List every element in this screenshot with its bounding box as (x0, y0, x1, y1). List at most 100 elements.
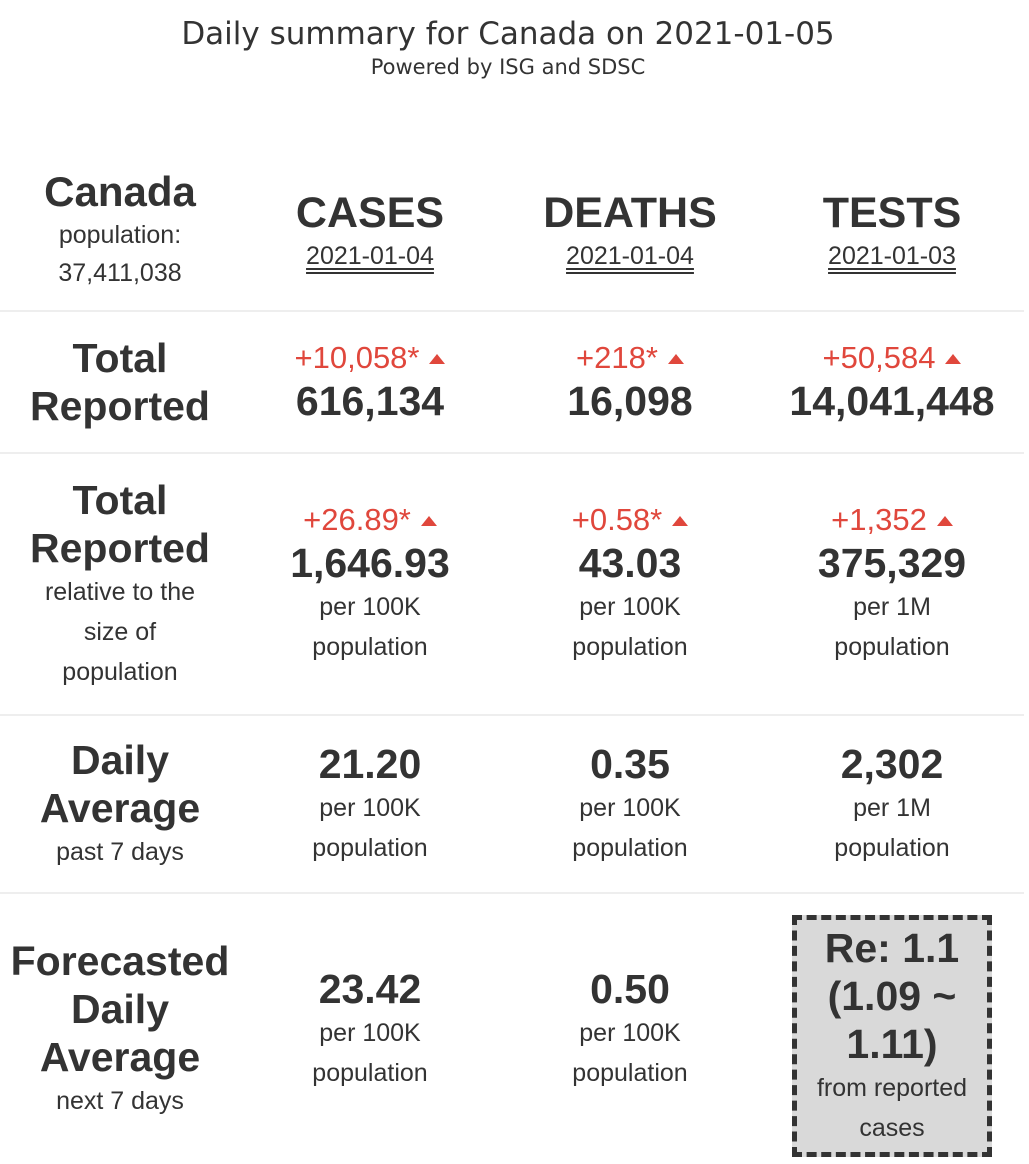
relative-value: 43.03 (578, 540, 682, 586)
relative-cases-cell: +26.89* 1,646.93 per 100K population (240, 452, 500, 715)
forecast-value: 23.42 (318, 966, 422, 1012)
column-header-tests: TESTS 2021-01-03 (760, 150, 1024, 311)
forecast-row: Forecasted Daily Average next 7 days 23.… (0, 892, 1024, 1164)
column-header-cases: CASES 2021-01-04 (240, 150, 500, 311)
total-value: 14,041,448 (789, 378, 995, 424)
relative-row: Total Reported relative to the size of p… (0, 452, 1024, 715)
daily-average-cases-cell: 21.20 per 100K population (240, 714, 500, 893)
delta-value: +1,352 (760, 501, 1024, 539)
row-title-line: Average (39, 785, 201, 831)
header-row: Canada population: 37,411,038 CASES 2021… (0, 150, 1024, 311)
forecast-value: 0.50 (590, 966, 670, 1012)
delta-text: +10,058* (294, 340, 420, 375)
region-cell: Canada population: 37,411,038 (0, 150, 240, 311)
column-date-tests: 2021-01-03 (828, 242, 956, 270)
row-title-line: Total (72, 477, 168, 523)
row-label-daily-average: Daily Average past 7 days (0, 714, 240, 893)
unit-line: population (312, 1059, 428, 1087)
row-subtitle-line: next 7 days (56, 1087, 184, 1115)
row-title-line: Average (39, 1034, 201, 1080)
population-label: population: (58, 221, 182, 249)
triangle-up-icon (945, 354, 962, 364)
column-date-deaths: 2021-01-04 (566, 242, 694, 270)
unit-line: population (572, 633, 688, 661)
relative-value: 375,329 (817, 540, 967, 586)
page-subtitle: Powered by ISG and SDSC (370, 55, 646, 79)
re-cell: Re: 1.1 (1.09 ~ 1.11) from reported case… (760, 892, 1024, 1164)
column-title-deaths: DEATHS (543, 189, 717, 237)
page-title: Daily summary for Canada on 2021-01-05 (181, 16, 835, 52)
re-box: Re: 1.1 (1.09 ~ 1.11) from reported case… (792, 915, 992, 1157)
row-label-relative: Total Reported relative to the size of p… (0, 452, 240, 715)
delta-value: +218* (500, 339, 760, 377)
triangle-up-icon (672, 516, 689, 526)
row-title-line: Reported (30, 525, 210, 571)
row-subtitle-line: relative to the (44, 578, 196, 606)
row-title-line: Total (72, 335, 168, 381)
column-date-cases: 2021-01-04 (306, 242, 434, 270)
unit-line: population (312, 834, 428, 862)
delta-value: +10,058* (240, 339, 500, 377)
summary-table: Canada population: 37,411,038 CASES 2021… (0, 150, 1024, 1164)
column-header-deaths: DEATHS 2021-01-04 (500, 150, 760, 311)
unit-line: population (572, 1059, 688, 1087)
triangle-up-icon (429, 354, 446, 364)
delta-value: +0.58* (500, 501, 760, 539)
unit-line: per 100K (579, 593, 681, 621)
delta-text: +0.58* (571, 502, 663, 537)
delta-text: +1,352 (831, 502, 927, 537)
daily-average-value: 21.20 (318, 741, 422, 787)
forecast-cases-cell: 23.42 per 100K population (240, 892, 500, 1164)
delta-text: +50,584 (822, 340, 936, 375)
unit-line: per 100K (579, 794, 681, 822)
unit-line: population (834, 834, 950, 862)
page-header: Daily summary for Canada on 2021-01-05 P… (0, 14, 1016, 80)
delta-text: +218* (576, 340, 658, 375)
unit-line: per 100K (319, 593, 421, 621)
row-subtitle-line: past 7 days (56, 838, 184, 866)
row-label-forecast: Forecasted Daily Average next 7 days (0, 892, 240, 1164)
re-interval: (1.09 ~ (827, 973, 957, 1019)
relative-tests-cell: +1,352 375,329 per 1M population (760, 452, 1024, 715)
total-deaths-cell: +218* 16,098 (500, 310, 760, 453)
forecast-deaths-cell: 0.50 per 100K population (500, 892, 760, 1164)
re-note: from reported (816, 1074, 968, 1102)
delta-text: +26.89* (303, 502, 411, 537)
re-interval: 1.11) (846, 1021, 938, 1067)
total-value: 16,098 (567, 378, 693, 424)
row-title-line: Reported (30, 383, 210, 429)
re-value: Re: 1.1 (824, 925, 960, 971)
triangle-up-icon (936, 516, 953, 526)
unit-line: population (572, 834, 688, 862)
row-subtitle-line: size of (83, 618, 157, 646)
total-tests-cell: +50,584 14,041,448 (760, 310, 1024, 453)
row-title-line: Forecasted (10, 938, 230, 984)
daily-average-deaths-cell: 0.35 per 100K population (500, 714, 760, 893)
unit-line: population (834, 633, 950, 661)
column-title-cases: CASES (295, 189, 445, 237)
population-value: 37,411,038 (58, 259, 182, 287)
total-value: 616,134 (295, 378, 445, 424)
region-name: Canada (44, 168, 196, 215)
daily-average-row: Daily Average past 7 days 21.20 per 100K… (0, 714, 1024, 893)
daily-average-value: 2,302 (840, 741, 944, 787)
row-subtitle-line: population (62, 658, 178, 686)
unit-line: per 1M (853, 794, 931, 822)
unit-line: per 1M (853, 593, 931, 621)
re-note: cases (859, 1114, 925, 1142)
row-title-line: Daily (71, 737, 169, 783)
row-label-total: Total Reported (0, 310, 240, 453)
daily-average-value: 0.35 (590, 741, 670, 787)
delta-value: +26.89* (240, 501, 500, 539)
unit-line: per 100K (579, 1019, 681, 1047)
relative-deaths-cell: +0.58* 43.03 per 100K population (500, 452, 760, 715)
relative-value: 1,646.93 (290, 540, 450, 586)
row-title-line: Daily (71, 986, 169, 1032)
triangle-up-icon (667, 354, 684, 364)
delta-value: +50,584 (760, 339, 1024, 377)
unit-line: per 100K (319, 1019, 421, 1047)
triangle-up-icon (420, 516, 437, 526)
daily-average-tests-cell: 2,302 per 1M population (760, 714, 1024, 893)
column-title-tests: TESTS (822, 189, 962, 237)
total-reported-row: Total Reported +10,058* 616,134 +218* 16… (0, 310, 1024, 453)
